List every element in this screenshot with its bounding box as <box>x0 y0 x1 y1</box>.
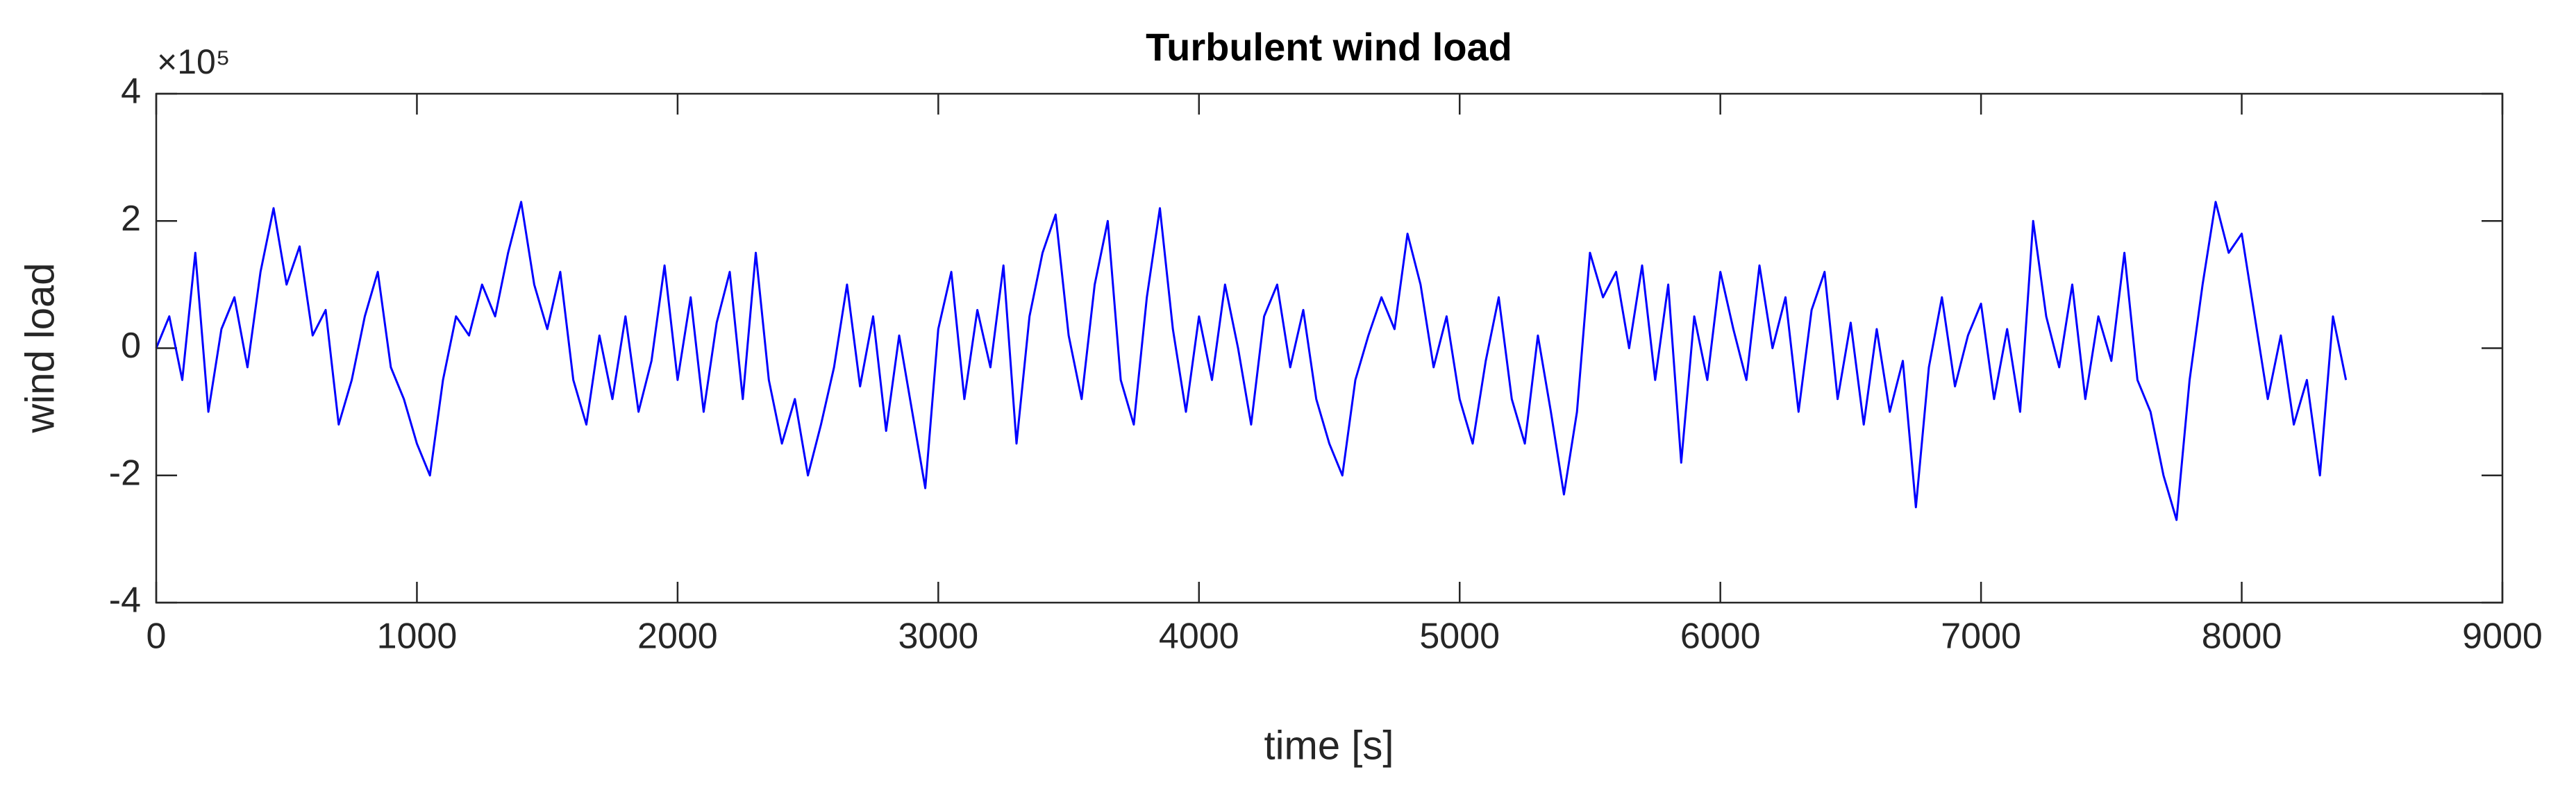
x-tick-label: 4000 <box>1159 617 1239 657</box>
x-axis-label: time [s] <box>1264 723 1394 768</box>
y-tick-label: 4 <box>121 72 141 112</box>
y-axis-label: wind load <box>17 262 62 433</box>
y-tick-label: 0 <box>121 326 141 366</box>
x-tick-label: 5000 <box>1419 617 1500 657</box>
x-tick-label: 6000 <box>1680 617 1761 657</box>
x-tick-label: 2000 <box>637 617 718 657</box>
axes-box <box>155 92 2504 604</box>
y-tick-label: 2 <box>121 199 141 239</box>
data-line <box>155 201 2348 521</box>
x-tick-label: 8000 <box>2202 617 2282 657</box>
y-tick-label: -4 <box>109 580 141 621</box>
x-tick-label: 1000 <box>377 617 458 657</box>
x-tick-label: 3000 <box>898 617 978 657</box>
x-tick-label: 0 <box>147 617 167 657</box>
x-tick-label: 7000 <box>1941 617 2021 657</box>
x-tick-label: 9000 <box>2462 617 2543 657</box>
chart-title: Turbulent wind load <box>1146 25 1512 69</box>
y-tick-label: -2 <box>109 453 141 493</box>
y-exponent-label: ×10⁵ <box>157 42 231 81</box>
plot-area <box>156 94 2502 603</box>
